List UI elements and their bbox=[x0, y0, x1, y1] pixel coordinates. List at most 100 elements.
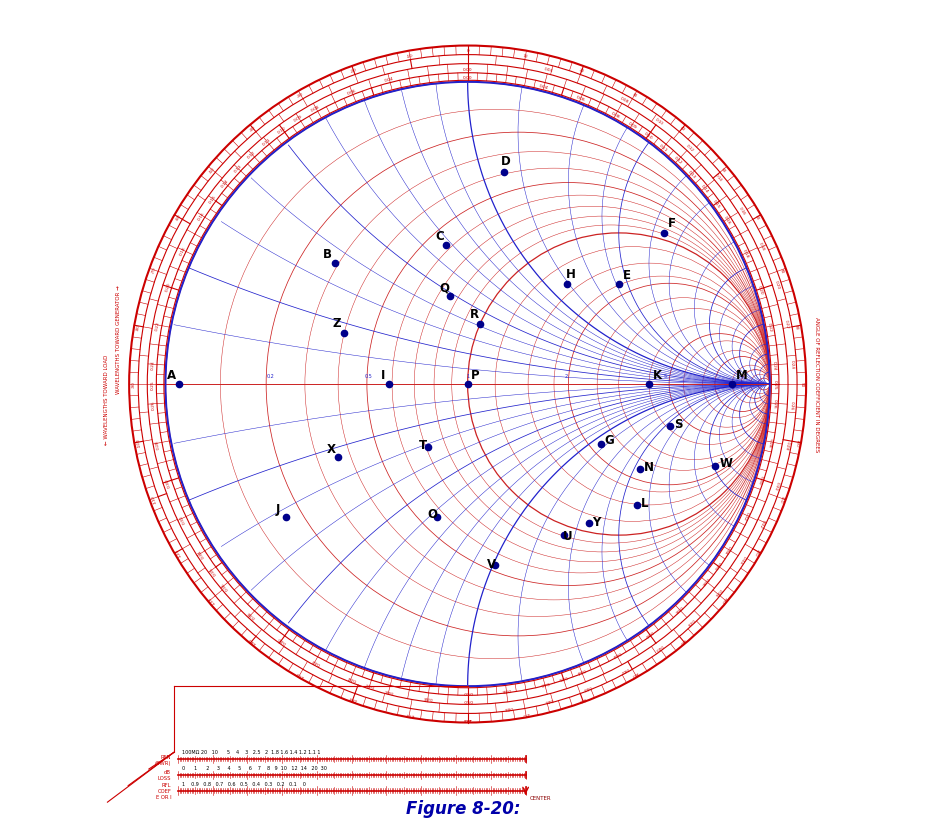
Text: 0.42: 0.42 bbox=[619, 665, 629, 673]
Text: 0.04: 0.04 bbox=[539, 84, 549, 90]
Text: 40: 40 bbox=[679, 126, 686, 132]
Text: C: C bbox=[435, 229, 444, 242]
Text: 0.15: 0.15 bbox=[712, 199, 721, 209]
Text: -180: -180 bbox=[463, 716, 472, 720]
Text: 0.22: 0.22 bbox=[155, 321, 161, 331]
Text: 0.14: 0.14 bbox=[714, 173, 722, 183]
Text: 180: 180 bbox=[464, 716, 472, 720]
Text: 0.30: 0.30 bbox=[773, 480, 780, 490]
Text: 0.12: 0.12 bbox=[673, 156, 683, 165]
Text: 0.34: 0.34 bbox=[197, 548, 206, 558]
Text: 0.48: 0.48 bbox=[503, 704, 513, 709]
Text: 0.36: 0.36 bbox=[700, 576, 709, 586]
Text: 0.11: 0.11 bbox=[261, 137, 272, 146]
Text: 0.22: 0.22 bbox=[767, 322, 772, 332]
Text: U: U bbox=[563, 529, 572, 543]
Text: 0.12: 0.12 bbox=[247, 151, 257, 160]
Text: 0.48: 0.48 bbox=[423, 695, 433, 700]
Text: 0.00: 0.00 bbox=[463, 75, 473, 79]
Text: T: T bbox=[418, 438, 426, 452]
Text: 0.25: 0.25 bbox=[150, 380, 155, 390]
Text: 0.16: 0.16 bbox=[197, 211, 206, 221]
Text: 0.16: 0.16 bbox=[723, 215, 731, 225]
Text: 5: 5 bbox=[664, 374, 667, 379]
Text: 160: 160 bbox=[578, 695, 586, 701]
Text: -60: -60 bbox=[175, 214, 182, 222]
Text: 20: 20 bbox=[578, 69, 585, 74]
Text: 0.46: 0.46 bbox=[539, 679, 549, 685]
Text: CENTER: CENTER bbox=[529, 795, 552, 800]
Text: 140: 140 bbox=[678, 636, 687, 644]
Text: -10: -10 bbox=[406, 54, 413, 59]
Text: -160: -160 bbox=[349, 695, 359, 701]
Text: 0.13: 0.13 bbox=[233, 165, 243, 174]
Text: 0: 0 bbox=[466, 49, 469, 53]
Text: H: H bbox=[565, 268, 576, 281]
Text: -110: -110 bbox=[150, 494, 158, 504]
Text: 0.48: 0.48 bbox=[502, 686, 511, 691]
Text: 0.06: 0.06 bbox=[576, 95, 586, 103]
Text: I: I bbox=[381, 368, 385, 381]
Text: 0.11: 0.11 bbox=[658, 143, 668, 153]
Text: N: N bbox=[644, 460, 654, 473]
Text: dB
LOSS: dB LOSS bbox=[158, 769, 171, 781]
Text: -140: -140 bbox=[248, 636, 258, 644]
Text: 0.45: 0.45 bbox=[365, 681, 375, 687]
Text: K: K bbox=[654, 368, 662, 381]
Text: 0.44: 0.44 bbox=[576, 667, 586, 674]
Text: 0.44: 0.44 bbox=[347, 674, 357, 681]
Text: 0.00: 0.00 bbox=[463, 68, 473, 72]
Text: 0.24: 0.24 bbox=[790, 360, 794, 369]
Text: 0.20: 0.20 bbox=[773, 280, 780, 289]
Text: 0.10: 0.10 bbox=[654, 117, 664, 127]
Text: RFN
(SWR): RFN (SWR) bbox=[155, 753, 171, 765]
Text: WAVELENGTHS TOWARD GENERATOR →: WAVELENGTHS TOWARD GENERATOR → bbox=[116, 285, 121, 394]
Text: 0.26: 0.26 bbox=[790, 400, 794, 409]
Text: -170: -170 bbox=[405, 710, 414, 716]
Text: 0.10: 0.10 bbox=[643, 131, 654, 141]
Text: -130: -130 bbox=[208, 594, 216, 604]
Text: 0.35: 0.35 bbox=[209, 565, 217, 575]
Text: 110: 110 bbox=[779, 495, 784, 503]
Text: G: G bbox=[604, 433, 615, 447]
Text: O: O bbox=[427, 508, 438, 521]
Text: 0.28: 0.28 bbox=[155, 438, 161, 448]
Text: L: L bbox=[641, 496, 649, 509]
Text: 0.34: 0.34 bbox=[723, 544, 731, 554]
Text: 0.04: 0.04 bbox=[543, 67, 553, 74]
Text: 0.08: 0.08 bbox=[619, 96, 629, 104]
Text: 70: 70 bbox=[779, 267, 784, 274]
Text: X: X bbox=[327, 442, 336, 456]
Text: 0.16: 0.16 bbox=[738, 206, 746, 216]
Text: -80: -80 bbox=[136, 323, 141, 330]
Text: 0.22: 0.22 bbox=[784, 319, 790, 328]
Text: ANGLE OF REFLECTION COEFFICIENT IN DEGREES: ANGLE OF REFLECTION COEFFICIENT IN DEGRE… bbox=[814, 317, 819, 452]
Text: -50: -50 bbox=[209, 166, 215, 174]
Text: 0.42: 0.42 bbox=[611, 649, 621, 657]
Text: 0.46: 0.46 bbox=[384, 686, 394, 693]
Text: 60: 60 bbox=[754, 214, 760, 221]
Text: 0.45: 0.45 bbox=[557, 673, 568, 680]
Text: -40: -40 bbox=[249, 126, 257, 132]
Text: 0.32: 0.32 bbox=[179, 514, 186, 523]
Text: Q: Q bbox=[439, 280, 450, 294]
Text: 0.40: 0.40 bbox=[277, 635, 287, 643]
Text: 0.44: 0.44 bbox=[582, 683, 592, 690]
Text: R: R bbox=[470, 308, 479, 321]
Text: 0.36: 0.36 bbox=[220, 581, 229, 590]
Text: 0.42: 0.42 bbox=[311, 657, 321, 665]
Text: -100: -100 bbox=[136, 437, 142, 447]
Text: 0.12: 0.12 bbox=[685, 143, 694, 152]
Text: B: B bbox=[324, 247, 332, 261]
Text: 0.32: 0.32 bbox=[758, 518, 766, 528]
Text: 0.2: 0.2 bbox=[266, 374, 274, 379]
Text: 2: 2 bbox=[565, 374, 568, 379]
Text: 130: 130 bbox=[719, 595, 728, 603]
Text: ← WAVELENGTHS TOWARD LOAD: ← WAVELENGTHS TOWARD LOAD bbox=[104, 355, 109, 445]
Text: 120: 120 bbox=[753, 547, 760, 556]
Text: 0.20: 0.20 bbox=[756, 284, 763, 295]
Text: Figure 8-20:: Figure 8-20: bbox=[406, 799, 521, 817]
Text: 170: 170 bbox=[522, 710, 530, 715]
Text: 0.30: 0.30 bbox=[164, 476, 171, 487]
Text: -30: -30 bbox=[297, 93, 305, 99]
